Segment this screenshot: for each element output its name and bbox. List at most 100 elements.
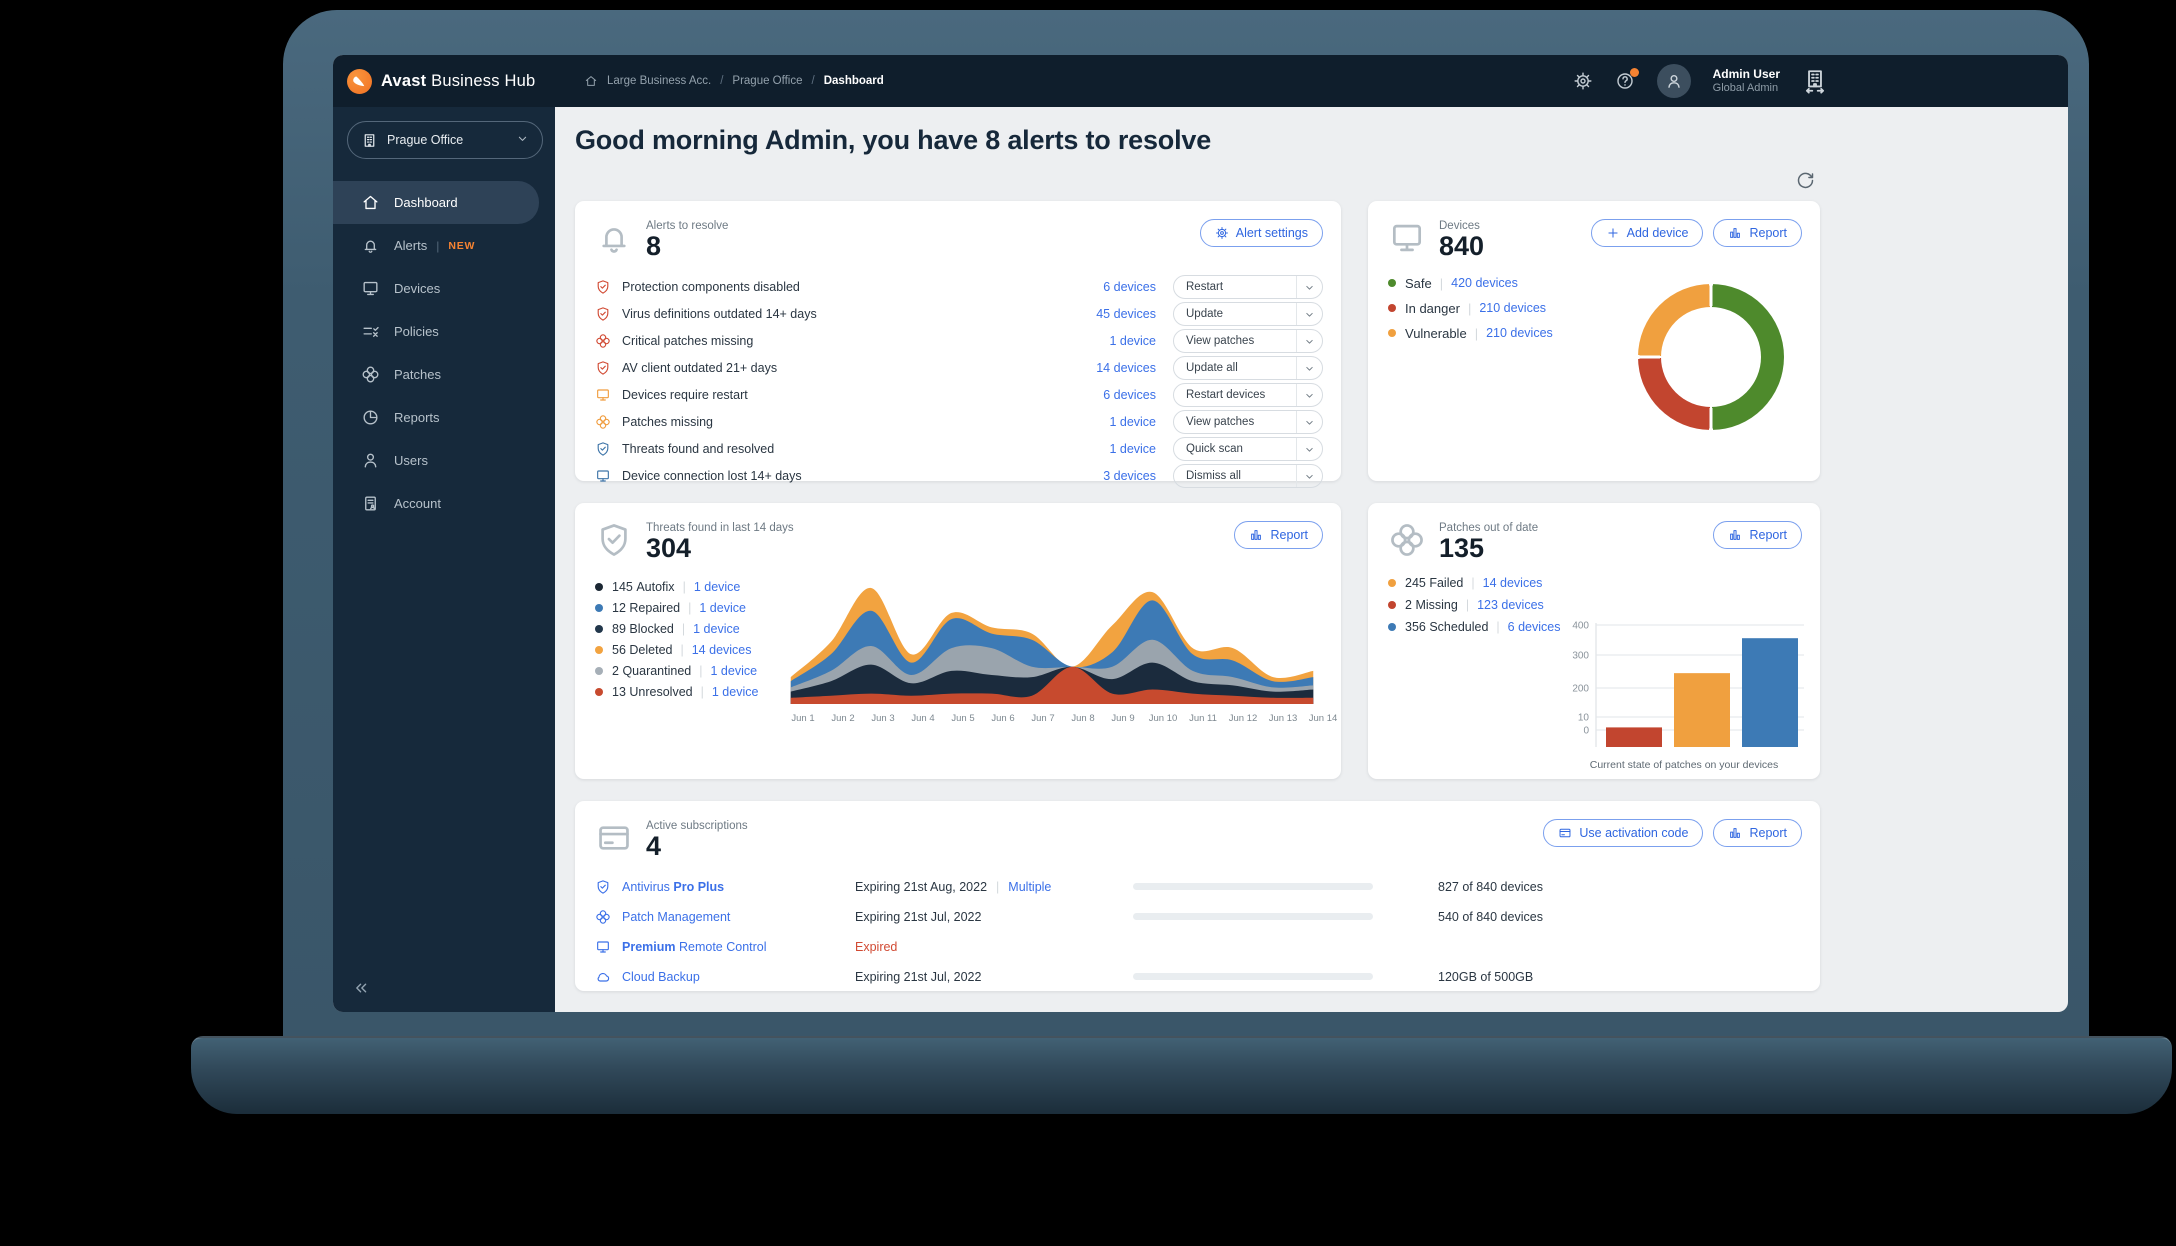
alert-devices-link[interactable]: 45 devices: [1096, 307, 1156, 322]
legend-label: Scheduled: [1429, 619, 1489, 634]
alert-devices-link[interactable]: 1 device: [1109, 334, 1156, 349]
legend-devices-link[interactable]: 14 devices: [691, 642, 752, 657]
breadcrumb-current: Dashboard: [823, 75, 884, 87]
patches-card-label: Patches out of date: [1439, 522, 1539, 534]
subscription-name-link[interactable]: Premium Remote Control: [595, 939, 855, 955]
help-icon[interactable]: [1615, 68, 1639, 91]
breadcrumb-account[interactable]: Large Business Acc.: [607, 75, 712, 87]
x-tick-label: Jun 3: [871, 712, 895, 724]
org-switcher-icon[interactable]: [1802, 68, 1828, 94]
use-activation-code-button[interactable]: Use activation code: [1543, 819, 1704, 847]
breadcrumb: Large Business Acc. / Prague Office / Da…: [584, 74, 884, 88]
legend-dot: [1388, 304, 1396, 313]
gear-icon: [1215, 226, 1229, 240]
policies-icon: [361, 322, 380, 341]
sidebar-item-policies[interactable]: Policies: [333, 310, 539, 353]
legend-devices-link[interactable]: 123 devices: [1477, 597, 1544, 612]
legend-devices-link[interactable]: 1 device: [699, 600, 746, 615]
laptop-frame: Avast Business Hub Large Business Acc. /…: [283, 10, 2089, 1040]
sidebar-item-devices[interactable]: Devices: [333, 267, 539, 310]
legend-item: 89 Blocked | 1 device: [595, 622, 783, 636]
alert-action-label: Restart: [1186, 281, 1224, 294]
legend-devices-link[interactable]: 210 devices: [1486, 326, 1553, 341]
legend-label: Unresolved: [629, 684, 693, 699]
subscription-progress: [1133, 883, 1373, 891]
legend-item: 56 Deleted | 14 devices: [595, 643, 783, 657]
settings-gear-icon[interactable]: [1573, 71, 1593, 91]
chevron-down-icon: [1296, 276, 1322, 299]
legend-devices-link[interactable]: 1 device: [711, 684, 759, 699]
legend-devices-link[interactable]: 6 devices: [1507, 619, 1561, 634]
alert-action-dropdown[interactable]: Restart devices: [1173, 383, 1323, 408]
devices-report-button[interactable]: Report: [1713, 219, 1802, 247]
legend-dot: [595, 582, 603, 591]
patch-icon: [1388, 521, 1426, 559]
legend-devices-link[interactable]: 1 device: [693, 621, 740, 636]
threats-chart: Jun 1 Jun 2 Jun 3 Jun 4 Jun 5 Jun 6 Jun 7 Jun 8…: [783, 574, 1343, 724]
threats-report-button[interactable]: Report: [1234, 521, 1323, 549]
legend-devices-link[interactable]: 1 device: [710, 663, 758, 678]
x-tick-label: Jun 2: [831, 712, 855, 724]
alert-action-label: View patches: [1186, 416, 1255, 429]
bar-chart-icon: [1249, 528, 1263, 542]
alert-action-dropdown[interactable]: View patches: [1173, 410, 1323, 435]
alert-action-dropdown[interactable]: Update all: [1173, 356, 1323, 381]
alert-devices-link[interactable]: 3 devices: [1103, 469, 1156, 484]
sidebar-item-users[interactable]: Users: [333, 439, 539, 482]
x-tick-label: Jun 7: [1031, 712, 1055, 724]
alert-action-dropdown[interactable]: Quick scan: [1173, 437, 1323, 462]
legend-devices-link[interactable]: 1 device: [693, 579, 741, 594]
sidebar-item-dashboard[interactable]: Dashboard: [333, 181, 539, 224]
legend-devices-link[interactable]: 210 devices: [1479, 301, 1547, 316]
alert-devices-link[interactable]: 6 devices: [1103, 280, 1156, 295]
legend-dot: [595, 603, 603, 612]
subscription-expiry: Expiring 21st Jul, 2022: [855, 909, 982, 924]
alert-action-dropdown[interactable]: View patches: [1173, 329, 1323, 354]
legend-devices-link[interactable]: 14 devices: [1482, 575, 1543, 590]
alert-devices-link[interactable]: 6 devices: [1103, 388, 1156, 403]
alert-text: Protection components disabled: [622, 280, 800, 295]
subscription-name-link[interactable]: Antivirus Pro Plus: [595, 879, 855, 895]
subscription-name-link[interactable]: Cloud Backup: [595, 969, 855, 985]
avatar[interactable]: [1656, 64, 1691, 98]
alert-text: Devices require restart: [622, 388, 748, 403]
breadcrumb-separator: /: [811, 75, 815, 87]
topbar-actions: Admin User Global Admin: [1573, 64, 1828, 98]
subscriptions-report-button[interactable]: Report: [1713, 819, 1802, 847]
legend-devices-link[interactable]: 420 devices: [1451, 276, 1518, 291]
x-tick-label: Jun 4: [911, 712, 935, 724]
sidebar-item-reports[interactable]: Reports: [333, 396, 539, 439]
site-selector[interactable]: Prague Office: [347, 121, 543, 159]
alert-action-dropdown[interactable]: Dismiss all: [1173, 464, 1323, 489]
add-device-button[interactable]: Add device: [1590, 219, 1704, 247]
subscription-name-link[interactable]: Patch Management: [595, 909, 855, 925]
sidebar-item-account[interactable]: Account: [333, 482, 539, 525]
sidebar-item-alerts[interactable]: Alerts | NEW: [333, 224, 539, 267]
devices-legend: Safe | 420 devices In danger | 210 devices V…: [1388, 276, 1553, 430]
breadcrumb-site[interactable]: Prague Office: [732, 75, 803, 87]
home-icon[interactable]: [584, 74, 598, 88]
alert-settings-button[interactable]: Alert settings: [1199, 219, 1323, 247]
legend-label: Missing: [1415, 597, 1458, 612]
collapse-sidebar-icon[interactable]: [351, 978, 371, 998]
divider: |: [436, 238, 440, 253]
x-tick-label: Jun 5: [951, 712, 975, 724]
divider: |: [1471, 575, 1475, 590]
refresh-icon[interactable]: [1795, 170, 1816, 191]
user-meta[interactable]: Admin User Global Admin: [1713, 67, 1780, 96]
chevron-down-icon: [1296, 303, 1322, 326]
alert-devices-link[interactable]: 1 device: [1109, 442, 1156, 457]
multiple-link[interactable]: Multiple: [1008, 879, 1052, 894]
divider: |: [1439, 275, 1444, 291]
alert-devices-link[interactable]: 14 devices: [1096, 361, 1156, 376]
patches-report-button[interactable]: Report: [1713, 521, 1802, 549]
alert-action-label: Update all: [1186, 362, 1238, 375]
alert-action-dropdown[interactable]: Update: [1173, 302, 1323, 327]
x-tick-label: Jun 13: [1268, 712, 1298, 724]
alert-devices-link[interactable]: 1 device: [1109, 415, 1156, 430]
divider: |: [1465, 597, 1470, 612]
sidebar-item-patches[interactable]: Patches: [333, 353, 539, 396]
alert-action-dropdown[interactable]: Restart: [1173, 275, 1323, 300]
legend-count: 245: [1405, 575, 1426, 590]
subscription-row: Antivirus Pro Plus Expiring 21st Aug, 20…: [595, 872, 1800, 902]
